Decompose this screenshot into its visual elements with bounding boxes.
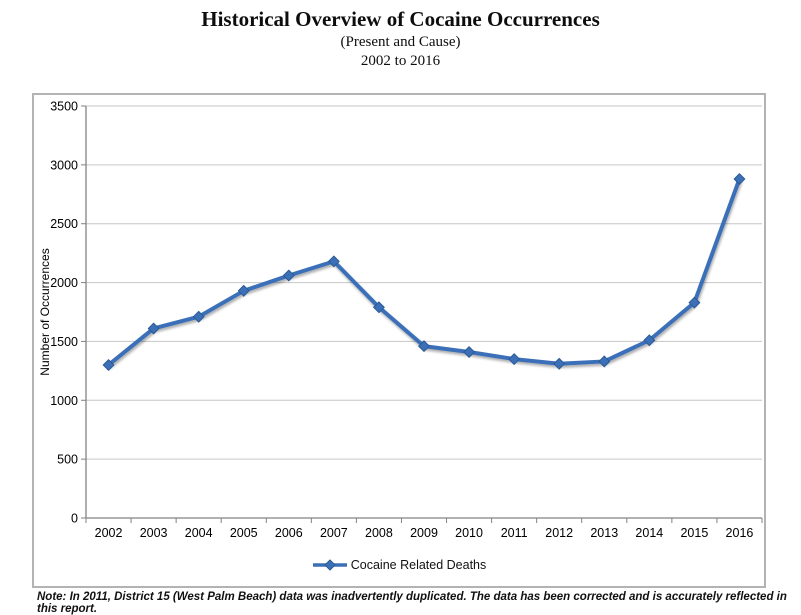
y-tick-label: 500 bbox=[57, 453, 78, 467]
x-tick-label: 2006 bbox=[275, 526, 303, 540]
data-point-marker bbox=[192, 310, 205, 323]
data-point-marker bbox=[372, 301, 385, 314]
data-point-marker bbox=[237, 284, 250, 297]
data-point-marker bbox=[733, 172, 746, 185]
x-tick-label: 2003 bbox=[140, 526, 168, 540]
data-point-marker bbox=[643, 334, 656, 347]
data-point-marker bbox=[102, 358, 115, 371]
data-point-marker bbox=[147, 322, 160, 335]
x-tick-label: 2016 bbox=[726, 526, 754, 540]
data-point-marker bbox=[688, 296, 701, 309]
y-tick-label: 3000 bbox=[50, 158, 78, 172]
x-tick-label: 2008 bbox=[365, 526, 393, 540]
y-tick-label: 1000 bbox=[50, 394, 78, 408]
x-tick-label: 2014 bbox=[635, 526, 663, 540]
x-tick-label: 2002 bbox=[95, 526, 123, 540]
data-point-marker bbox=[598, 355, 611, 368]
data-point-marker bbox=[463, 346, 476, 359]
x-tick-label: 2005 bbox=[230, 526, 258, 540]
x-tick-label: 2015 bbox=[680, 526, 708, 540]
chart-legend: Cocaine Related Deaths bbox=[34, 557, 764, 573]
data-point-marker bbox=[282, 269, 295, 282]
y-tick-label: 1500 bbox=[50, 335, 78, 349]
data-point-marker bbox=[327, 255, 340, 268]
x-tick-label: 2004 bbox=[185, 526, 213, 540]
y-tick-label: 0 bbox=[71, 512, 78, 526]
series-line bbox=[106, 176, 742, 367]
legend-line-marker-icon bbox=[312, 559, 347, 571]
chart-title: Historical Overview of Cocaine Occurrenc… bbox=[201, 7, 600, 31]
legend-label: Cocaine Related Deaths bbox=[350, 558, 487, 572]
y-axis-title: Number of Occurrences bbox=[38, 248, 52, 375]
x-tick-label: 2013 bbox=[590, 526, 618, 540]
x-tick-label: 2007 bbox=[320, 526, 348, 540]
line-chart-plot: 0 500 1000 1500 2000 2500 3000 3500 2002 2003 2004… bbox=[38, 100, 763, 540]
x-tick-label: 2009 bbox=[410, 526, 438, 540]
y-tick-label: 2500 bbox=[50, 217, 78, 231]
x-tick-label: 2010 bbox=[455, 526, 483, 540]
chart-header: Historical Overview of Cocaine Occurrenc… bbox=[0, 7, 801, 69]
data-point-marker bbox=[508, 353, 521, 366]
y-tick-label: 3500 bbox=[50, 100, 78, 114]
chart-container: 0 500 1000 1500 2000 2500 3000 3500 2002 2003 2004… bbox=[32, 93, 766, 588]
footnote: Note: In 2011, District 15 (West Palm Be… bbox=[37, 591, 787, 615]
chart-subtitle: (Present and Cause) bbox=[340, 34, 461, 51]
x-tick-label: 2011 bbox=[501, 526, 528, 540]
x-tick-label: 2012 bbox=[545, 526, 573, 540]
y-tick-label: 2000 bbox=[50, 276, 78, 290]
chart-date-range: 2002 to 2016 bbox=[360, 52, 441, 69]
data-point-marker bbox=[553, 357, 566, 370]
data-point-marker bbox=[417, 340, 431, 353]
